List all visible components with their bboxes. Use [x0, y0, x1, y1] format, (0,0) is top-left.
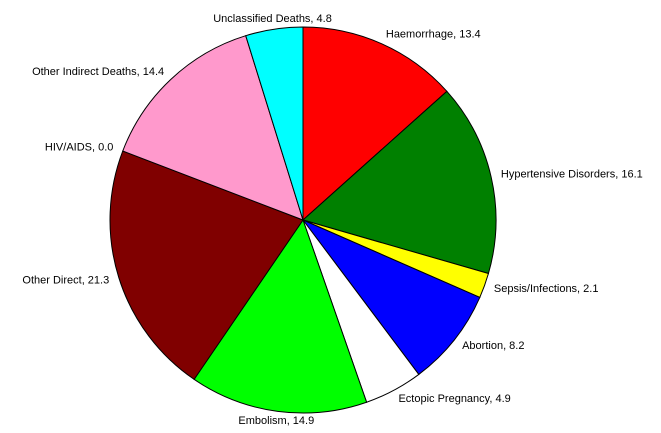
pie-slice — [245, 26, 304, 221]
slice-label: Sepsis/Infections, 2.1 — [494, 283, 599, 295]
pie-slice — [109, 150, 304, 381]
slice-label: Other Direct, 21.3 — [22, 274, 109, 286]
pie-slice — [122, 35, 304, 221]
slice-label: Haemorrhage, 13.4 — [386, 29, 481, 41]
slice-label: Hypertensive Disorders, 16.1 — [501, 169, 643, 181]
pie-slice — [301, 90, 497, 275]
slice-label: HIV/AIDS, 0.0 — [45, 141, 113, 153]
slice-label: Unclassified Deaths, 4.8 — [213, 13, 332, 25]
slice-label: Other Indirect Deaths, 14.4 — [32, 66, 164, 78]
slice-label: Abortion, 8.2 — [462, 340, 524, 352]
pie-slice — [301, 218, 481, 376]
pie-slice — [193, 218, 368, 414]
slice-label: Ectopic Pregnancy, 4.9 — [398, 393, 510, 405]
slice-label: Embolism, 14.9 — [238, 415, 314, 427]
pie-slice — [302, 26, 448, 222]
